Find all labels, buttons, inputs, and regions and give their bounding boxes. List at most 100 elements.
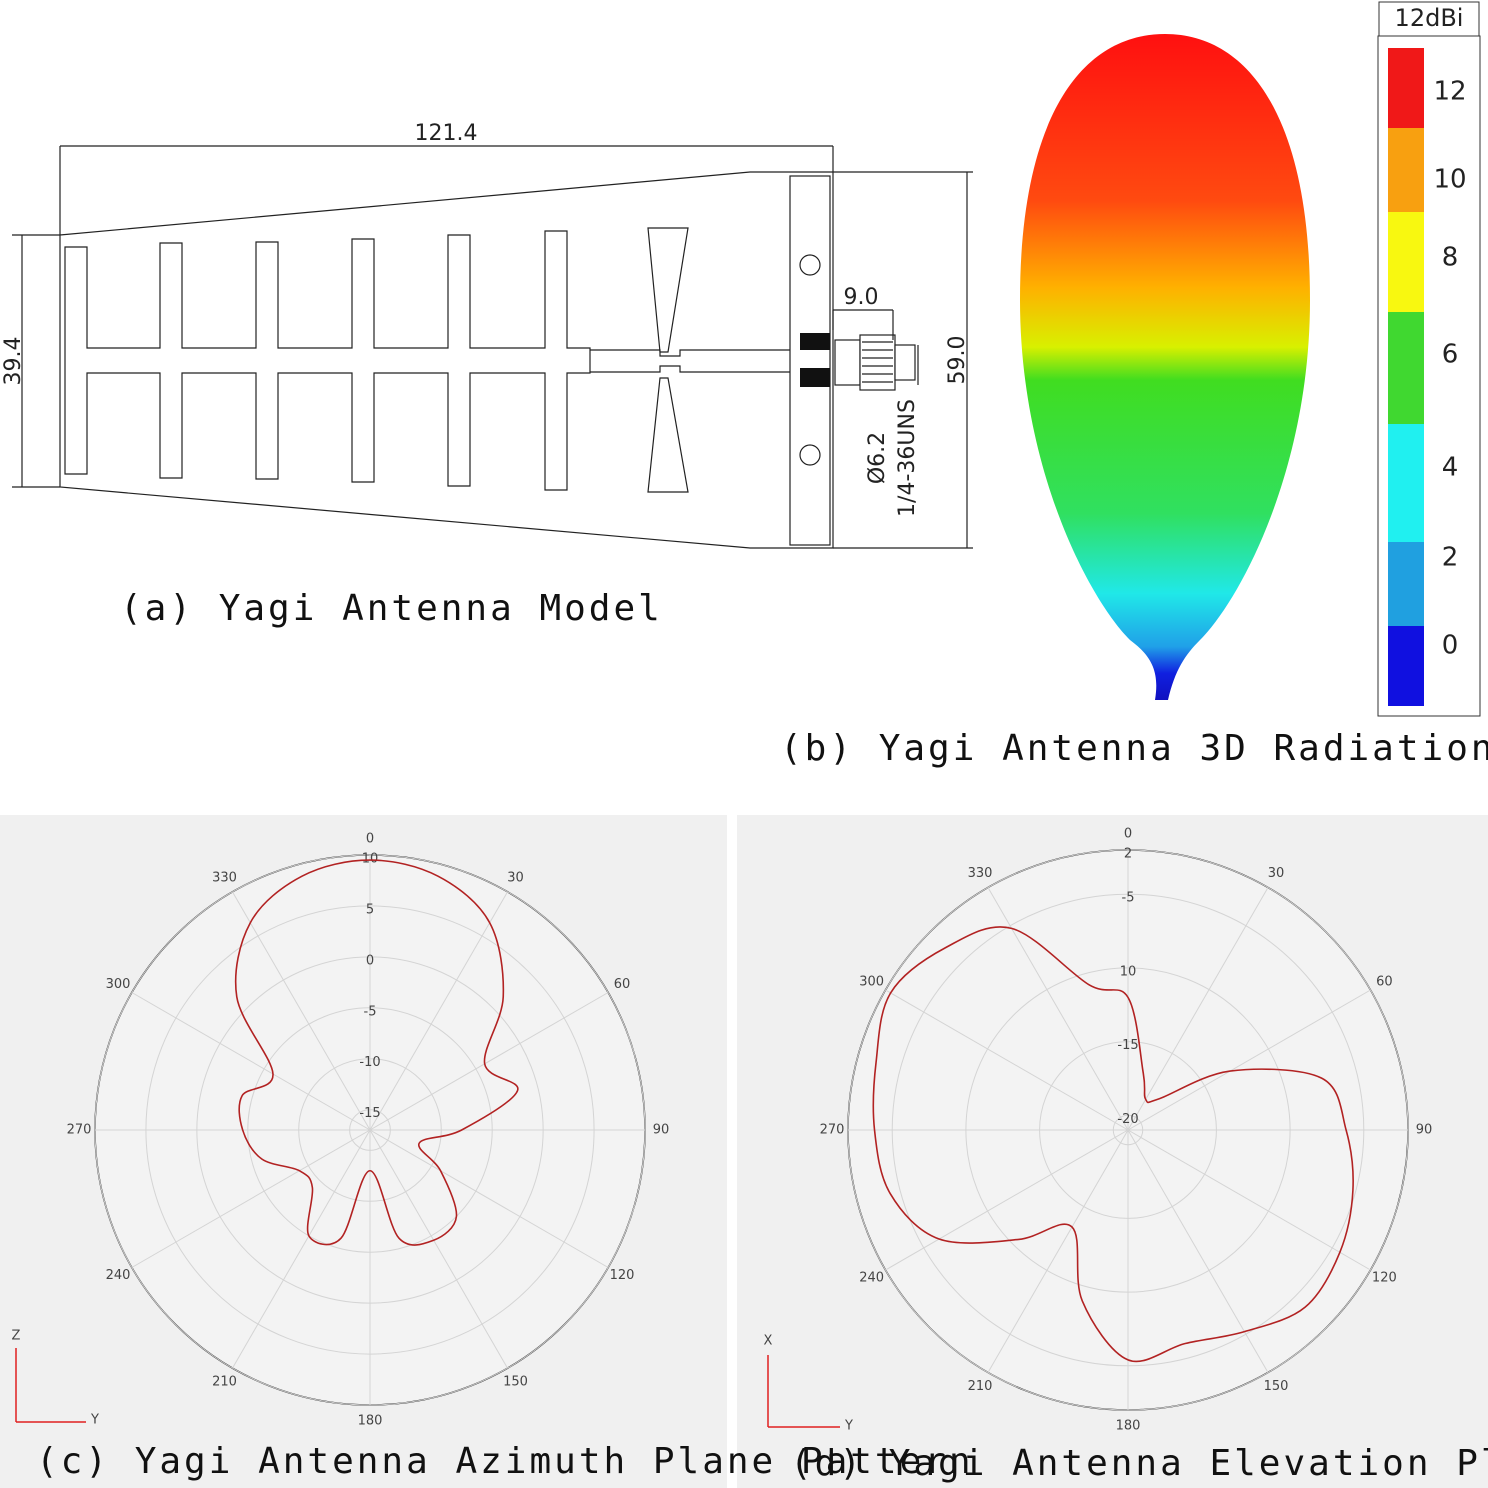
angle-label: 60 [614,977,631,992]
radial-tick-label: -15 [1117,1038,1138,1053]
pattern-curve [872,926,1354,1363]
dimension-label: Ø6.2 [865,432,890,484]
reflector-strip [789,175,831,546]
grid-spoke [369,1129,609,1268]
grid-spoke [369,992,609,1131]
antenna-drawing: 121.4 39.4 9.0 59.0 Ø6.2 1/4-36UNS [1,121,973,549]
scale-label: 6 [1442,340,1459,370]
grid-spoke [131,1129,371,1268]
radial-tick-label: -15 [359,1106,380,1121]
scale-label: 2 [1442,543,1459,573]
grid-spoke [987,1129,1129,1373]
axis-indicator [767,1355,840,1428]
radial-tick-label: -20 [1117,1112,1138,1127]
grid-spoke [885,989,1129,1131]
caption: (c) Yagi Antenna Azimuth Plane Pattern [36,1441,974,1482]
connector-tip [894,344,916,381]
caption: (b) Yagi Antenna 3D Radiation Pattern [780,728,1488,769]
angle-label: 270 [67,1123,92,1138]
angle-label: 330 [212,870,237,885]
angle-label: 210 [968,1379,993,1394]
thread-lines [862,341,893,383]
feed-line [590,349,800,373]
radial-tick-label: -5 [364,1004,377,1019]
scale-band [1388,48,1424,128]
angle-label: 0 [366,832,374,847]
radiation-lobe [1020,34,1310,700]
radial-tick-label: 5 [366,902,374,917]
scale-band [1388,312,1424,424]
angle-label: 240 [106,1268,131,1283]
yagi-elements [64,230,591,491]
angle-label: 120 [1372,1271,1397,1286]
angle-label: 90 [1416,1123,1433,1138]
axis-indicator-label: Z [12,1329,21,1344]
angle-label: 180 [1116,1419,1141,1434]
radial-tick-label: 0 [366,953,374,968]
caption: (d) Yagi Antenna Elevation Plane Pattern [790,1443,1488,1484]
angle-label: 30 [1268,866,1285,881]
dimension-label: 59.0 [945,336,970,385]
mount-hole [799,254,821,276]
driven-element-bottom [647,377,689,493]
connector-pad [800,333,830,350]
axis-indicator-label: X [764,1334,773,1349]
grid-spoke [1127,887,1269,1131]
mount-hole [799,444,821,466]
dimension-label: 1/4-36UNS [895,399,920,517]
axis-indicator-label: Y [90,1413,99,1428]
angle-label: 270 [820,1123,845,1138]
scale-band [1388,128,1424,212]
grid-spoke [1127,1129,1371,1271]
angle-label: 330 [968,866,993,881]
unit-box [1378,1,1480,37]
radial-tick-label: -5 [1122,891,1135,906]
scale-band [1388,542,1424,626]
caption: (a) Yagi Antenna Model [120,588,663,629]
angle-label: 240 [859,1271,884,1286]
dimension-lines [12,145,973,549]
grid-spoke [131,992,371,1131]
dimension-label: 121.4 [415,121,478,146]
dimension-label: 39.4 [1,337,26,386]
grid-spoke [885,1129,1129,1271]
dimension-label: 9.0 [844,285,879,310]
angle-label: 0 [1124,827,1132,842]
angle-label: 90 [653,1123,670,1138]
grid-spoke [1127,989,1371,1131]
radial-tick-label: -10 [359,1055,380,1070]
radial-tick-label: 2 [1124,847,1132,862]
grid-spoke [232,891,371,1131]
color-scale: 12dBi [1377,1,1481,717]
scale-label: 12 [1433,77,1466,107]
angle-label: 300 [106,977,131,992]
radial-tick-label: 10 [1120,964,1137,979]
radial-tick-label: 10 [362,852,379,867]
angle-label: 120 [610,1268,635,1283]
angle-label: 180 [358,1414,383,1429]
angle-label: 60 [1376,975,1393,990]
grid-spoke [369,891,508,1131]
scale-label: 8 [1442,243,1459,273]
polar-chart: 0 30 60 90 120 150 180 210 240 270 300 330 10 5 0 -5 -10… [67,832,670,1429]
scale-label: 0 [1442,631,1459,661]
angle-label: 150 [1264,1379,1289,1394]
polar-chart: 0 30 60 90 120 150 180 210 240 270 300 330 2 -5 10 -15 -… [820,827,1433,1434]
scale-band [1388,212,1424,312]
angle-label: 30 [507,870,524,885]
pattern-curve [234,859,519,1246]
scale-label: 4 [1442,453,1459,483]
axis-indicator-label: Y [844,1419,853,1434]
angle-label: 300 [859,975,884,990]
connector-body [834,339,861,386]
scale-label: 10 [1433,165,1466,195]
scale-band [1388,626,1424,706]
axis-indicator [15,1348,86,1423]
scale-band [1388,424,1424,542]
connector-thread [859,334,896,391]
connector-pad [800,368,830,387]
angle-label: 150 [503,1375,528,1390]
grid-spoke [232,1129,371,1369]
driven-element-top [647,227,689,353]
